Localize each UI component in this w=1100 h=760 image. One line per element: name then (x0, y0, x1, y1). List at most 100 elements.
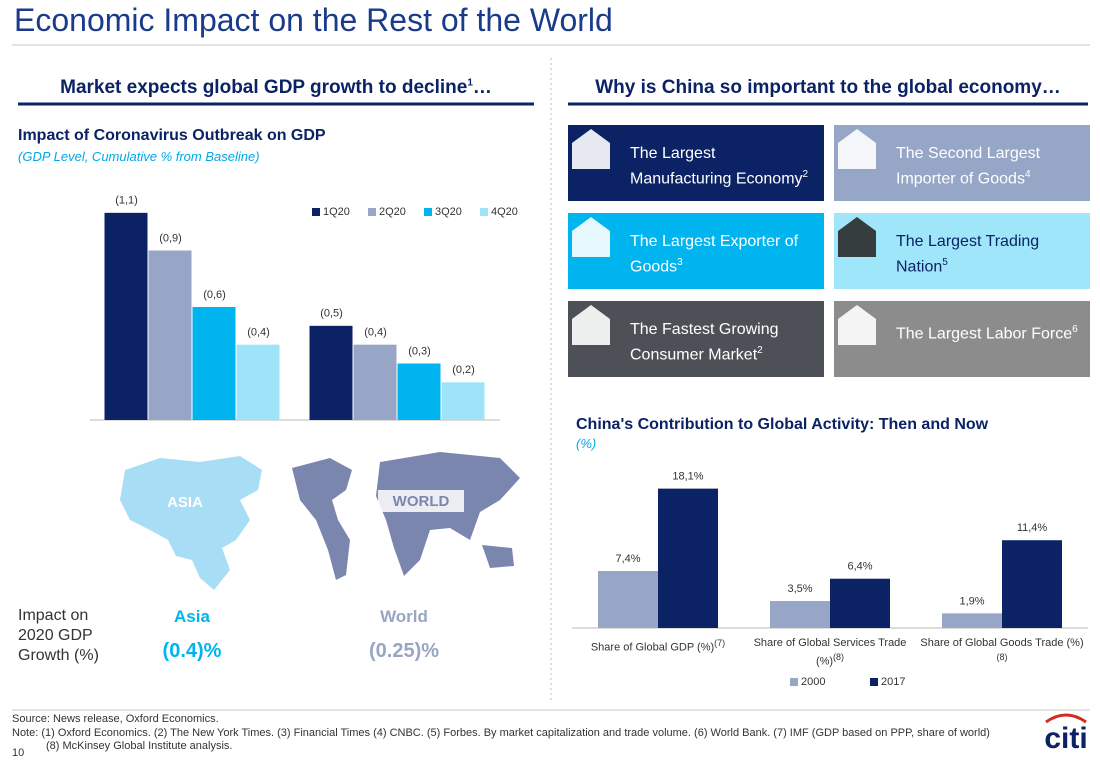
bar (309, 325, 353, 420)
footnote-ref: 1 (467, 77, 473, 89)
tile-icon (838, 217, 876, 257)
chart-title: Impact of Coronavirus Outbreak on GDP (18, 127, 326, 144)
tile-text: The Largest Exporter of Goods3 (630, 231, 820, 277)
value-label: (0,6) (203, 289, 226, 301)
note: (8) McKinsey Global Institute analysis. (46, 740, 233, 752)
logo: citi (1044, 722, 1087, 755)
value-label: 18,1% (672, 471, 703, 483)
bar (441, 382, 485, 420)
value-label: 1,9% (959, 595, 984, 607)
tile-label: The Fastest Growing Consumer Market (630, 321, 779, 364)
bar (236, 344, 280, 420)
legend-swatch (368, 208, 376, 216)
icon-shape (572, 231, 610, 257)
note: Note: (1) Oxford Economics. (2) The New … (12, 727, 990, 739)
legend-label: 1Q20 (323, 206, 350, 218)
world-map (482, 545, 514, 568)
legend-label: 3Q20 (435, 206, 462, 218)
value-label: (1,1) (115, 195, 138, 207)
bar (942, 613, 1002, 628)
tile-text: The Fastest Growing Consumer Market2 (630, 319, 820, 365)
value-label: 3,5% (787, 583, 812, 595)
bar (658, 488, 718, 628)
tile-label: The Largest Exporter of Goods (630, 233, 799, 276)
tile-icon (572, 129, 610, 169)
right-heading: Why is China so important to the global … (595, 77, 1061, 98)
tile-icon (572, 217, 610, 257)
footnote-ref: 6 (1072, 324, 1078, 335)
tile: The Fastest Growing Consumer Market2 (568, 301, 824, 377)
tile-label: The Largest Manufacturing Economy (630, 145, 803, 188)
value-label: (0,9) (159, 232, 182, 244)
value-label: (0,4) (364, 327, 387, 339)
legend-swatch (424, 208, 432, 216)
world-map (292, 458, 352, 580)
footnote-ref: 4 (1024, 169, 1031, 180)
tile-icon (838, 129, 876, 169)
icon-shape (572, 129, 610, 143)
tile-label: The Largest Trading Nation (896, 233, 1040, 276)
map-label-box (378, 490, 464, 512)
impact-label: Impact on 2020 GDP Growth (%) (18, 607, 99, 664)
tile: The Largest Exporter of Goods3 (568, 213, 824, 289)
footnote-ref: 5 (942, 257, 948, 268)
tile-text: The Largest Trading Nation5 (896, 231, 1086, 277)
tile-label: The Second Largest Importer of Goods (896, 145, 1041, 188)
bar (1002, 540, 1062, 628)
legend-swatch (312, 208, 320, 216)
footnote-ref: 3 (677, 257, 683, 268)
asia-map (120, 456, 262, 590)
legend-label: 2000 (801, 676, 825, 688)
icon-shape (838, 231, 876, 257)
legend-swatch (870, 678, 878, 686)
tile-text: The Largest Manufacturing Economy2 (630, 143, 820, 189)
icon-shape (572, 143, 610, 169)
region-value: (0.4)% (162, 640, 222, 662)
left-heading: Market expects global GDP growth to decl… (18, 77, 534, 99)
bar (830, 578, 890, 628)
footnote-ref: 2 (757, 345, 763, 356)
bar (353, 344, 397, 420)
region-name: Asia (174, 607, 210, 626)
footnote-ref: 2 (802, 169, 809, 180)
legend-label: 2017 (881, 676, 905, 688)
category-text: Share of Global Goods Trade (%) (920, 637, 1084, 649)
category-text: Share of Global Services Trade (%) (753, 637, 907, 668)
bar (598, 571, 658, 628)
icon-shape (572, 319, 610, 345)
value-label: (0,3) (408, 345, 431, 357)
value-label: 7,4% (615, 553, 640, 565)
bar (192, 307, 236, 420)
x-tick-label: Share of Global Goods Trade (%) (8) (917, 636, 1087, 669)
x-tick-label: Share of Global Services Trade (%)(8) (745, 636, 915, 669)
tile-label: The Largest Labor Force (896, 325, 1073, 343)
legend-swatch (480, 208, 488, 216)
tile: The Largest Labor Force6 (834, 301, 1090, 377)
legend-label: 4Q20 (491, 206, 518, 218)
category-text: Share of Global GDP (%) (590, 641, 715, 654)
value-label: (0,5) (320, 308, 343, 320)
map-label: ASIA (167, 494, 203, 511)
bar (148, 250, 192, 420)
world-map (376, 452, 520, 576)
logo-arc (1045, 713, 1087, 724)
tile: The Second Largest Importer of Goods4 (834, 125, 1090, 201)
value-label: 6,4% (847, 561, 872, 573)
bar (397, 363, 441, 420)
tile: The Largest Trading Nation5 (834, 213, 1090, 289)
page-title: Economic Impact on the Rest of the World (14, 2, 613, 38)
page-number: 10 (12, 747, 25, 759)
value-label: 11,4% (1017, 522, 1048, 534)
tile-icon (572, 305, 610, 345)
icon-shape (838, 143, 876, 169)
chart-title: China's Contribution to Global Activity:… (576, 416, 989, 433)
value-label: (0,2) (452, 364, 475, 376)
x-tick-label: Share of Global GDP (%)(7) (573, 636, 743, 655)
region-name: World (380, 607, 428, 626)
tile-text: The Second Largest Importer of Goods4 (896, 143, 1086, 189)
icon-shape (838, 305, 876, 319)
icon-shape (838, 319, 876, 345)
heading-suffix: … (472, 77, 492, 98)
